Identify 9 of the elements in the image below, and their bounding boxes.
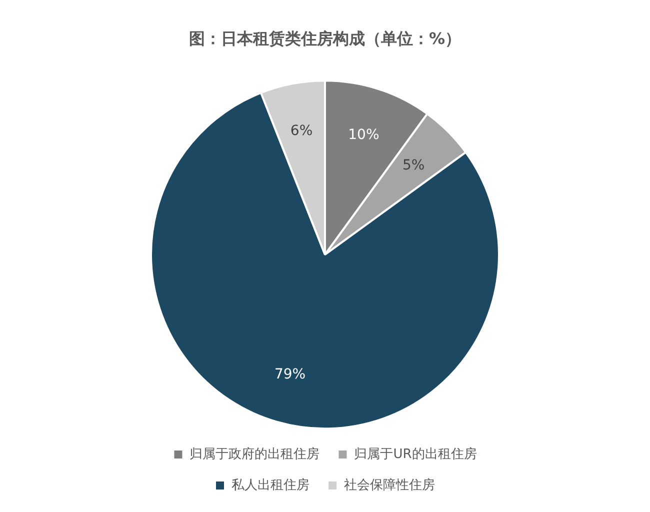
- data-label: 5%: [402, 158, 425, 174]
- data-label: 6%: [290, 123, 313, 140]
- data-label: 79%: [274, 366, 306, 383]
- legend-label: 社会保障性住房: [344, 476, 435, 493]
- data-label: 10%: [348, 127, 380, 144]
- legend-label: 归属于政府的出租住房: [190, 446, 320, 462]
- legend-label: 归属于UR的出租住房: [354, 446, 477, 462]
- legend-label: 私人出租住房: [232, 476, 310, 493]
- chart-title: 图：日本租赁类住房构成（单位：%）: [188, 28, 462, 48]
